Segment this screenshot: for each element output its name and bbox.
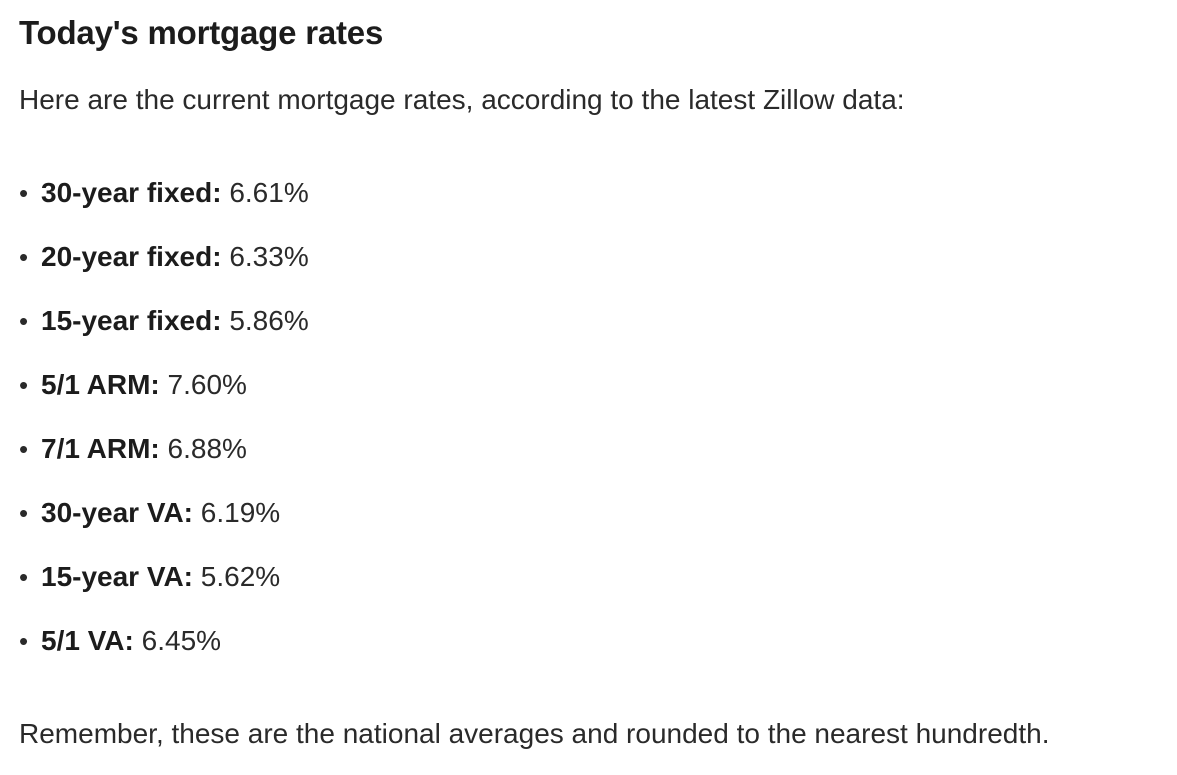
rate-label: 5/1 VA: xyxy=(41,625,134,656)
rate-item-15-year-fixed: • 15-year fixed: 5.86% xyxy=(19,298,309,362)
rate-value: 6.33% xyxy=(229,241,309,272)
bullet-icon: • xyxy=(19,562,29,592)
mortgage-rates-list: • 30-year fixed: 6.61% • 20-year fixed: … xyxy=(19,170,309,682)
rates-disclaimer: Remember, these are the national average… xyxy=(19,718,1050,749)
rate-label: 30-year fixed: xyxy=(41,177,222,208)
rate-item-15-year-va: • 15-year VA: 5.62% xyxy=(19,554,309,618)
intro-paragraph: Here are the current mortgage rates, acc… xyxy=(19,84,905,115)
rate-value: 6.19% xyxy=(200,497,281,528)
rate-value: 6.45% xyxy=(141,625,222,656)
rate-value: 5.62% xyxy=(200,561,281,592)
rate-label: 15-year VA: xyxy=(41,561,194,592)
rate-value: 6.61% xyxy=(229,177,309,208)
rate-value: 7.60% xyxy=(167,369,247,400)
article-title: Today's mortgage rates xyxy=(19,14,384,51)
bullet-icon: • xyxy=(19,498,29,528)
rate-item-20-year-fixed: • 20-year fixed: 6.33% xyxy=(19,234,309,298)
rate-item-7-1-arm: • 7/1 ARM: 6.88% xyxy=(19,426,309,490)
rate-label: 5/1 ARM: xyxy=(41,369,160,400)
bullet-icon: • xyxy=(19,434,29,464)
bullet-icon: • xyxy=(19,306,29,336)
rate-label: 30-year VA: xyxy=(41,497,194,528)
rate-label: 20-year fixed: xyxy=(41,241,222,272)
bullet-icon: • xyxy=(19,178,29,208)
bullet-icon: • xyxy=(19,370,29,400)
bullet-icon: • xyxy=(19,242,29,272)
rate-value: 6.88% xyxy=(167,433,247,464)
bullet-icon: • xyxy=(19,626,29,656)
rate-value: 5.86% xyxy=(229,305,309,336)
rate-item-5-1-arm: • 5/1 ARM: 7.60% xyxy=(19,362,309,426)
rate-item-30-year-fixed: • 30-year fixed: 6.61% xyxy=(19,170,309,234)
rate-item-5-1-va: • 5/1 VA: 6.45% xyxy=(19,618,309,682)
rate-label: 15-year fixed: xyxy=(41,305,222,336)
rate-item-30-year-va: • 30-year VA: 6.19% xyxy=(19,490,309,554)
rate-label: 7/1 ARM: xyxy=(41,433,160,464)
